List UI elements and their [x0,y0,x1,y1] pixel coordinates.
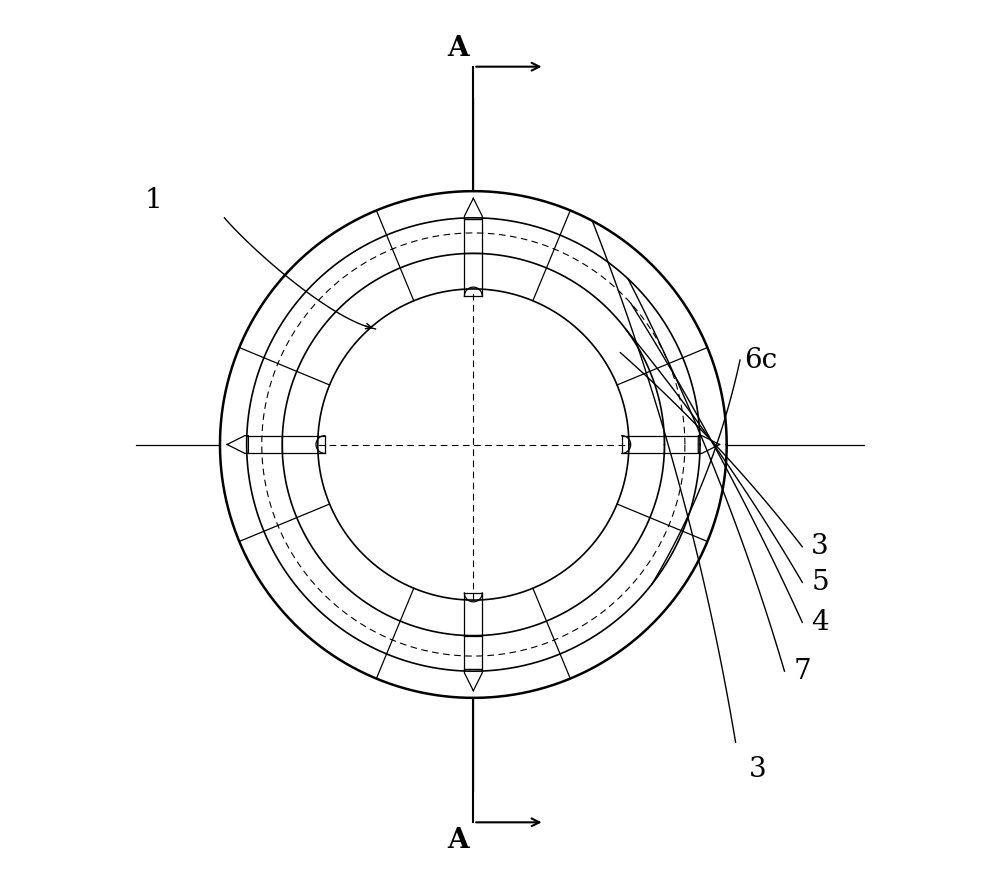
Text: 5: 5 [811,569,829,596]
Text: 4: 4 [811,609,829,636]
Text: 3: 3 [749,756,767,782]
Text: 6c: 6c [744,347,778,373]
Text: A: A [447,36,469,62]
Text: 7: 7 [793,658,811,685]
Text: 3: 3 [811,533,829,560]
Text: 1: 1 [144,187,162,213]
Text: A: A [447,827,469,853]
